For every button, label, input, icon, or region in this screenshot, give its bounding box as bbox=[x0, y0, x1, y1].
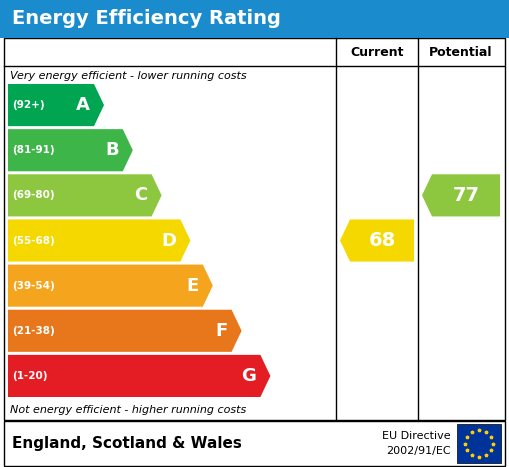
Text: D: D bbox=[161, 232, 177, 249]
Text: (21-38): (21-38) bbox=[12, 326, 55, 336]
Text: England, Scotland & Wales: England, Scotland & Wales bbox=[12, 436, 242, 451]
Text: E: E bbox=[187, 276, 199, 295]
Polygon shape bbox=[8, 129, 133, 171]
Text: (55-68): (55-68) bbox=[12, 235, 55, 246]
Text: EU Directive: EU Directive bbox=[382, 432, 451, 441]
Text: (39-54): (39-54) bbox=[12, 281, 55, 290]
Text: (69-80): (69-80) bbox=[12, 191, 54, 200]
Text: 68: 68 bbox=[369, 231, 395, 250]
Text: (92+): (92+) bbox=[12, 100, 45, 110]
Bar bbox=[4, 38, 505, 420]
Polygon shape bbox=[422, 174, 500, 216]
Bar bbox=[457, 424, 501, 463]
Text: Potential: Potential bbox=[429, 45, 493, 58]
Text: Current: Current bbox=[350, 45, 404, 58]
Text: (1-20): (1-20) bbox=[12, 371, 47, 381]
Text: 2002/91/EC: 2002/91/EC bbox=[386, 446, 451, 455]
Polygon shape bbox=[8, 219, 190, 262]
Text: (81-91): (81-91) bbox=[12, 145, 54, 155]
Polygon shape bbox=[8, 355, 270, 397]
Text: A: A bbox=[76, 96, 90, 114]
Polygon shape bbox=[8, 265, 213, 307]
Text: Not energy efficient - higher running costs: Not energy efficient - higher running co… bbox=[10, 405, 246, 415]
Polygon shape bbox=[8, 174, 161, 216]
Text: B: B bbox=[105, 141, 119, 159]
Text: F: F bbox=[215, 322, 228, 340]
Polygon shape bbox=[8, 84, 104, 126]
Bar bbox=[4, 421, 505, 466]
Text: 77: 77 bbox=[453, 186, 479, 205]
Bar bbox=[0, 0, 509, 38]
Text: Energy Efficiency Rating: Energy Efficiency Rating bbox=[12, 9, 281, 28]
Text: G: G bbox=[242, 367, 257, 385]
Polygon shape bbox=[340, 219, 414, 262]
Text: Very energy efficient - lower running costs: Very energy efficient - lower running co… bbox=[10, 71, 247, 81]
Text: C: C bbox=[134, 186, 148, 205]
Polygon shape bbox=[8, 310, 242, 352]
